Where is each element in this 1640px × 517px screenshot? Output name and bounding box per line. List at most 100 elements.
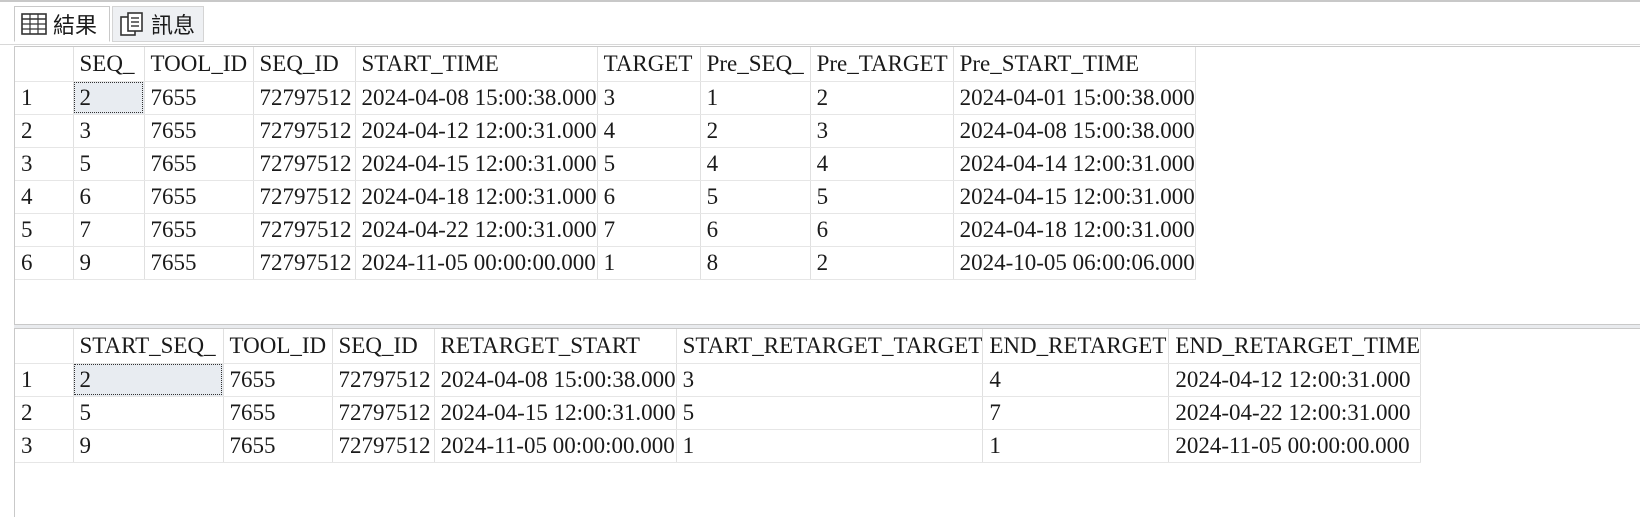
table-cell[interactable]: 2024-04-22 12:00:31.000	[355, 213, 598, 247]
column-header-pre-seq[interactable]: Pre_SEQ_	[700, 47, 811, 82]
table-cell[interactable]: 5	[676, 396, 984, 430]
table-cell[interactable]: 2	[73, 81, 145, 115]
row-number[interactable]: 6	[15, 246, 74, 280]
column-header-pre-start-time[interactable]: Pre_START_TIME	[953, 47, 1196, 82]
table-cell[interactable]: 2	[810, 246, 954, 280]
table-cell[interactable]: 2024-04-08 15:00:38.000	[355, 81, 598, 115]
table-cell[interactable]: 1	[597, 246, 701, 280]
column-header-retarget-start[interactable]: RETARGET_START	[434, 329, 677, 364]
tab-messages[interactable]: 訊息	[112, 6, 204, 42]
table-cell[interactable]: 72797512	[332, 396, 435, 430]
table-row[interactable]: 2 3 7655 72797512 2024-04-12 12:00:31.00…	[15, 114, 1196, 148]
table-cell[interactable]: 7655	[223, 396, 333, 430]
table-cell[interactable]: 6	[597, 180, 701, 214]
results-grid-2[interactable]: START_SEQ_ TOOL_ID SEQ_ID RETARGET_START…	[14, 328, 1640, 517]
column-header-seq-id[interactable]: SEQ_ID	[332, 329, 435, 364]
row-number[interactable]: 4	[15, 180, 74, 214]
table-row[interactable]: 4 6 7655 72797512 2024-04-18 12:00:31.00…	[15, 180, 1196, 214]
table-cell[interactable]: 2024-04-14 12:00:31.000	[953, 147, 1196, 181]
table-row[interactable]: 1 2 7655 72797512 2024-04-08 15:00:38.00…	[15, 81, 1196, 115]
table-row[interactable]: 1 2 7655 72797512 2024-04-08 15:00:38.00…	[15, 363, 1422, 397]
table-cell[interactable]: 1	[676, 429, 984, 463]
row-number[interactable]: 1	[15, 81, 74, 115]
table-cell[interactable]: 9	[73, 429, 224, 463]
table-cell[interactable]: 4	[700, 147, 811, 181]
table-cell[interactable]: 3	[73, 114, 145, 148]
table-cell[interactable]: 6	[700, 213, 811, 247]
table-row[interactable]: 2 5 7655 72797512 2024-04-15 12:00:31.00…	[15, 396, 1422, 430]
table-cell[interactable]: 72797512	[253, 81, 356, 115]
column-header-start-time[interactable]: START_TIME	[355, 47, 598, 82]
table-cell[interactable]: 5	[700, 180, 811, 214]
table-cell[interactable]: 5	[73, 396, 224, 430]
table-cell[interactable]: 2	[810, 81, 954, 115]
table-cell[interactable]: 2024-04-15 12:00:31.000	[953, 180, 1196, 214]
table-cell[interactable]: 3	[810, 114, 954, 148]
table-cell[interactable]: 7655	[144, 81, 254, 115]
table-cell[interactable]: 2	[700, 114, 811, 148]
table-cell[interactable]: 7655	[144, 246, 254, 280]
table-cell[interactable]: 7655	[144, 180, 254, 214]
table-cell[interactable]: 3	[597, 81, 701, 115]
row-number[interactable]: 2	[15, 114, 74, 148]
table-cell[interactable]: 7655	[223, 429, 333, 463]
table-cell[interactable]: 4	[597, 114, 701, 148]
row-number[interactable]: 2	[15, 396, 74, 430]
column-header-start-seq[interactable]: START_SEQ_	[73, 329, 224, 364]
table-row[interactable]: 5 7 7655 72797512 2024-04-22 12:00:31.00…	[15, 213, 1196, 247]
table-cell[interactable]: 6	[810, 213, 954, 247]
table-cell[interactable]: 2024-04-08 15:00:38.000	[953, 114, 1196, 148]
table-cell[interactable]: 7655	[144, 114, 254, 148]
row-number[interactable]: 3	[15, 147, 74, 181]
column-header-pre-target[interactable]: Pre_TARGET	[810, 47, 954, 82]
table-cell[interactable]: 72797512	[253, 246, 356, 280]
table-cell[interactable]: 7	[597, 213, 701, 247]
table-cell[interactable]: 2024-04-12 12:00:31.000	[1168, 363, 1422, 397]
column-header-tool-id[interactable]: TOOL_ID	[223, 329, 333, 364]
column-header-end-retarget[interactable]: END_RETARGET	[982, 329, 1170, 364]
table-cell[interactable]: 72797512	[253, 180, 356, 214]
table-cell[interactable]: 4	[810, 147, 954, 181]
table-cell[interactable]: 2024-11-05 00:00:00.000	[355, 246, 598, 280]
table-cell[interactable]: 7655	[223, 363, 333, 397]
column-header-seq[interactable]: SEQ_	[73, 47, 145, 82]
table-row[interactable]: 3 9 7655 72797512 2024-11-05 00:00:00.00…	[15, 429, 1422, 463]
table-cell[interactable]: 72797512	[253, 114, 356, 148]
table-cell[interactable]: 5	[597, 147, 701, 181]
table-cell[interactable]: 2024-04-18 12:00:31.000	[355, 180, 598, 214]
table-cell[interactable]: 2024-11-05 00:00:00.000	[434, 429, 677, 463]
table-cell[interactable]: 1	[700, 81, 811, 115]
column-header-start-retarget-target[interactable]: START_RETARGET_TARGET	[676, 329, 984, 364]
table-cell[interactable]: 2024-10-05 06:00:06.000	[953, 246, 1196, 280]
table-cell[interactable]: 2024-04-15 12:00:31.000	[355, 147, 598, 181]
table-cell[interactable]: 2	[73, 363, 224, 397]
table-row[interactable]: 3 5 7655 72797512 2024-04-15 12:00:31.00…	[15, 147, 1196, 181]
table-cell[interactable]: 5	[73, 147, 145, 181]
table-cell[interactable]: 72797512	[332, 363, 435, 397]
row-number[interactable]: 3	[15, 429, 74, 463]
table-cell[interactable]: 7655	[144, 147, 254, 181]
row-number[interactable]: 5	[15, 213, 74, 247]
table-cell[interactable]: 2024-04-12 12:00:31.000	[355, 114, 598, 148]
table-cell[interactable]: 1	[982, 429, 1170, 463]
table-cell[interactable]: 2024-04-01 15:00:38.000	[953, 81, 1196, 115]
table-cell[interactable]: 5	[810, 180, 954, 214]
table-cell[interactable]: 2024-04-15 12:00:31.000	[434, 396, 677, 430]
table-cell[interactable]: 6	[73, 180, 145, 214]
column-header-seq-id[interactable]: SEQ_ID	[253, 47, 356, 82]
table-cell[interactable]: 2024-04-22 12:00:31.000	[1168, 396, 1422, 430]
table-cell[interactable]: 3	[676, 363, 984, 397]
table-cell[interactable]: 72797512	[253, 147, 356, 181]
table-cell[interactable]: 72797512	[253, 213, 356, 247]
table-cell[interactable]: 4	[982, 363, 1170, 397]
column-header-target[interactable]: TARGET	[597, 47, 701, 82]
column-header-tool-id[interactable]: TOOL_ID	[144, 47, 254, 82]
table-cell[interactable]: 7655	[144, 213, 254, 247]
tab-results[interactable]: 結果	[14, 6, 110, 42]
column-header-end-retarget-time[interactable]: END_RETARGET_TIME	[1168, 329, 1422, 364]
table-cell[interactable]: 9	[73, 246, 145, 280]
table-cell[interactable]: 2024-04-08 15:00:38.000	[434, 363, 677, 397]
table-cell[interactable]: 7	[73, 213, 145, 247]
table-cell[interactable]: 7	[982, 396, 1170, 430]
table-cell[interactable]: 2024-04-18 12:00:31.000	[953, 213, 1196, 247]
